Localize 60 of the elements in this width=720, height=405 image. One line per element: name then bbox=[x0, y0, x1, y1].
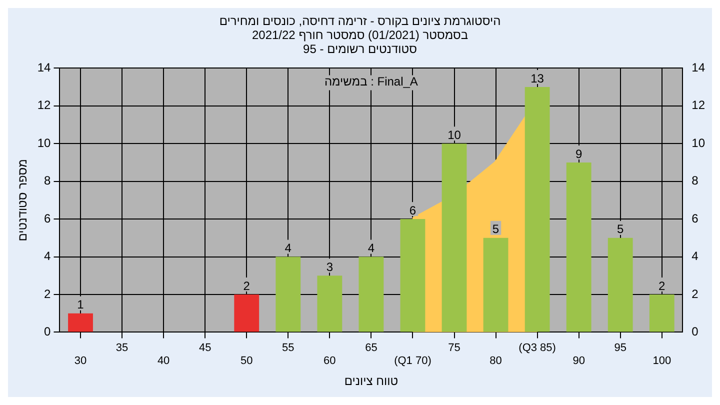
y2-tick-label: 6 bbox=[692, 211, 699, 226]
y-tick-label: 4 bbox=[44, 249, 52, 264]
x-tick-label: 40 bbox=[157, 355, 170, 368]
data-label: 13 bbox=[530, 71, 544, 86]
bar bbox=[483, 238, 508, 332]
x-tick-label: 95 bbox=[614, 342, 626, 354]
y2-tick-label: 12 bbox=[692, 98, 706, 112]
bar bbox=[608, 238, 633, 332]
bar bbox=[400, 219, 426, 332]
y2-tick-label: 0 bbox=[692, 324, 699, 339]
x-tick-label: (Q1 70) bbox=[394, 355, 432, 368]
x-tick-label: 55 bbox=[282, 342, 294, 354]
y-axis-title: מספר סטודנטים bbox=[16, 159, 30, 242]
bar bbox=[649, 294, 674, 332]
bar bbox=[442, 144, 467, 332]
y2-tick-label: 4 bbox=[692, 249, 699, 264]
x-tick-label: 50 bbox=[240, 355, 253, 368]
data-label: 5 bbox=[617, 222, 624, 236]
bar bbox=[524, 87, 550, 332]
bar bbox=[566, 162, 592, 332]
chart-title: היסטוגרמת ציונים בקורס - זרימה דחיסה, כונסים ומחירים bbox=[218, 14, 502, 28]
y-tick-label: 8 bbox=[44, 174, 52, 188]
data-label: 4 bbox=[284, 241, 292, 256]
data-label: 4 bbox=[368, 241, 375, 256]
chart-subtitle: בסמסטר (01/2021) סמסטר חורף 2021/22 סטודנטים רשומים - 95 bbox=[250, 28, 470, 56]
y2-tick-label: 8 bbox=[692, 174, 699, 188]
y-tick-label: 0 bbox=[44, 324, 52, 339]
bar bbox=[68, 313, 93, 332]
data-label: 10 bbox=[448, 128, 462, 142]
data-label: 9 bbox=[575, 146, 582, 161]
data-label: 3 bbox=[326, 260, 334, 274]
y-tick-label: 12 bbox=[37, 98, 52, 112]
bar bbox=[317, 276, 342, 332]
data-label: 1 bbox=[77, 298, 84, 312]
x-tick-label: 30 bbox=[74, 355, 87, 368]
data-label: 2 bbox=[658, 278, 666, 293]
x-tick-label: 45 bbox=[198, 342, 212, 354]
y-tick-label: 10 bbox=[37, 136, 52, 150]
x-tick-label: 75 bbox=[448, 342, 460, 354]
y2-tick-label: 2 bbox=[692, 286, 699, 301]
bar bbox=[276, 256, 301, 332]
x-tick-label: 65 bbox=[365, 342, 378, 354]
y-tick-label: 2 bbox=[44, 286, 52, 301]
x-tick-label: 80 bbox=[490, 355, 502, 368]
data-label: 2 bbox=[243, 278, 250, 293]
data-label: 6 bbox=[409, 203, 416, 218]
y2-tick-label: 14 bbox=[692, 60, 706, 75]
y-tick-label: 14 bbox=[37, 60, 52, 75]
data-label: 5 bbox=[492, 222, 500, 236]
bar bbox=[358, 256, 384, 332]
y-tick-label: 6 bbox=[44, 211, 52, 226]
x-axis-title: טווח ציונים bbox=[344, 374, 398, 388]
bar bbox=[234, 294, 260, 332]
x-tick-label: 100 bbox=[652, 355, 672, 368]
x-tick-label: 60 bbox=[324, 355, 336, 368]
annotation: במשימה : Final_A bbox=[324, 74, 418, 89]
x-tick-label: 90 bbox=[572, 355, 585, 368]
y2-tick-label: 10 bbox=[692, 136, 706, 150]
x-tick-label: 35 bbox=[116, 342, 128, 354]
x-tick-label: (Q3 85) bbox=[518, 342, 556, 354]
